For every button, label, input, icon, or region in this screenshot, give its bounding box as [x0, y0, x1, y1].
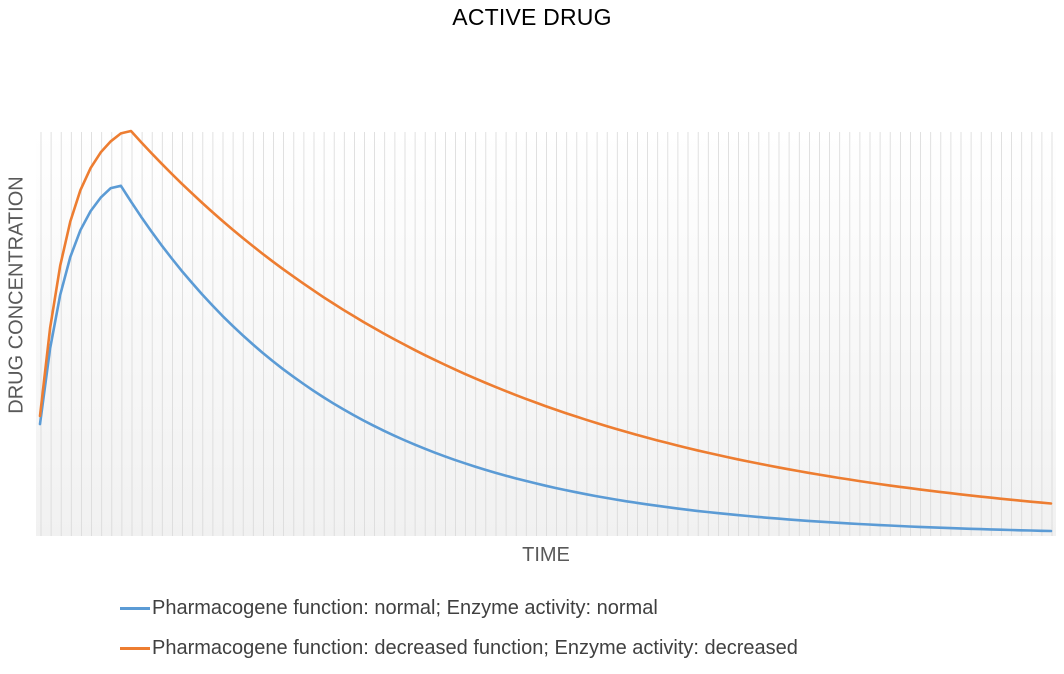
grid-lines — [40, 132, 1053, 536]
legend-label-normal: Pharmacogene function: normal; Enzyme ac… — [152, 596, 658, 619]
legend-label-decreased: Pharmacogene function: decreased functio… — [152, 636, 798, 659]
series-line-normal — [38, 184, 1053, 533]
legend-swatch-decreased — [120, 646, 150, 650]
legend-item-decreased: Pharmacogene function: decreased functio… — [120, 634, 798, 662]
series-line-decreased — [38, 129, 1053, 505]
plot-area — [36, 132, 1056, 536]
legend: Pharmacogene function: normal; Enzyme ac… — [120, 594, 798, 674]
x-axis-label: TIME — [522, 544, 570, 566]
legend-item-normal: Pharmacogene function: normal; Enzyme ac… — [120, 594, 798, 622]
legend-swatch-normal — [120, 606, 150, 610]
series-lines — [38, 129, 1053, 533]
chart-title: ACTIVE DRUG — [452, 4, 612, 30]
